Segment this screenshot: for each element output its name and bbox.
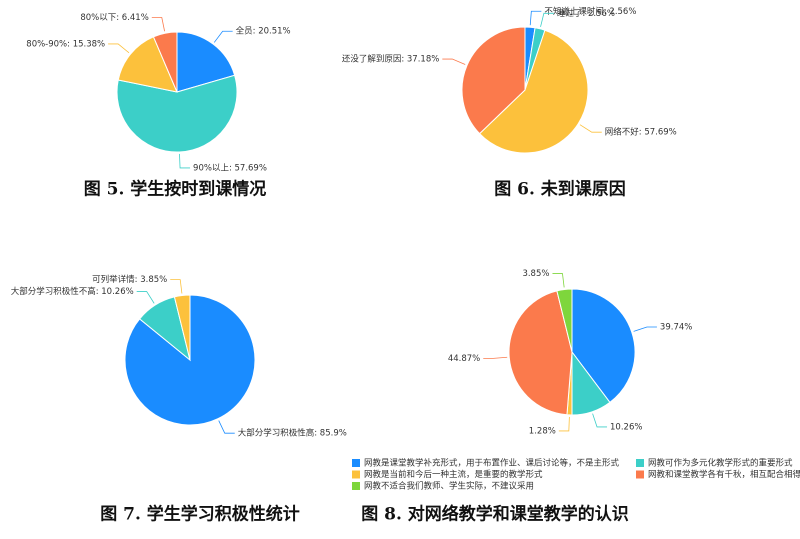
leader-line — [529, 10, 542, 26]
leader-line — [540, 12, 554, 27]
slice-label: 10.26% — [610, 422, 642, 432]
slice-label: 不知道上课时间: 2.56% — [544, 6, 636, 17]
slice-label: 大部分学习积极性不高: 10.26% — [11, 286, 134, 297]
legend-label: 网教和课堂教学各有千秋，相互配合相得益彰 — [648, 469, 800, 480]
pie-slice — [176, 31, 236, 93]
slice-label: 3.85% — [522, 269, 549, 279]
leader-line — [218, 420, 235, 434]
slice-label: 可列举详情: 3.85% — [92, 274, 167, 285]
legend-label: 网教可作为多元化教学形式的重要形式 — [648, 458, 793, 469]
legend-swatch — [352, 482, 360, 490]
slice-label: 80%-90%: 15.38% — [26, 39, 105, 49]
legend-label: 网教是课堂教学补充形式，用于布置作业、课后讨论等，不是主形式 — [364, 458, 620, 469]
pie-slice — [461, 26, 526, 135]
pie-slice — [116, 74, 238, 153]
pie-slice — [152, 31, 178, 93]
leader-line — [136, 291, 155, 304]
slice-label: 80%以下: 6.41% — [80, 13, 148, 23]
pie-slice — [173, 294, 191, 361]
slice-label: 全员: 20.51% — [236, 26, 291, 37]
leader-line — [592, 413, 608, 428]
pie-slice — [117, 36, 178, 93]
leader-line — [179, 153, 191, 169]
leader-line — [558, 416, 570, 432]
leader-line — [170, 279, 183, 294]
leader-line — [579, 124, 602, 133]
legend-swatch — [636, 459, 644, 467]
leader-line — [213, 30, 233, 43]
slice-label: 90%以上: 57.69% — [193, 163, 267, 173]
pie-slice — [478, 29, 589, 154]
slice-label: 睡过了: 2.56% — [557, 8, 615, 19]
caption: 图 7. 学生学习积极性统计 — [100, 504, 300, 525]
leader-line — [483, 356, 508, 359]
pie-slice — [571, 288, 636, 404]
leader-line — [633, 326, 657, 332]
slice-label: 网络不好: 57.69% — [605, 127, 677, 138]
caption: 图 6. 未到课原因 — [494, 179, 626, 200]
slice-label: 大部分学习积极性高: 85.9% — [238, 428, 347, 439]
leader-line — [442, 58, 466, 65]
legend-swatch — [636, 470, 644, 479]
slice-label: 还没了解到原因: 37.18% — [342, 54, 439, 65]
leader-line — [151, 17, 165, 32]
caption: 图 8. 对网络教学和课堂教学的认识 — [361, 504, 629, 525]
legend-label: 网教是当前和今后一种主流，是重要的教学形式 — [364, 469, 543, 480]
legend-swatch — [352, 470, 360, 479]
slice-label: 39.74% — [660, 322, 692, 332]
leader-line — [552, 273, 565, 288]
leader-line — [108, 43, 130, 54]
legend-label: 网教不适合我们教师、学生实际，不建议采用 — [364, 481, 534, 492]
pie-slice — [556, 288, 573, 353]
pie-slice — [508, 290, 573, 416]
legend-swatch — [352, 459, 360, 467]
slice-label: 1.28% — [529, 426, 556, 436]
slice-label: 44.87% — [448, 354, 480, 364]
caption: 图 5. 学生按时到课情况 — [84, 179, 267, 200]
